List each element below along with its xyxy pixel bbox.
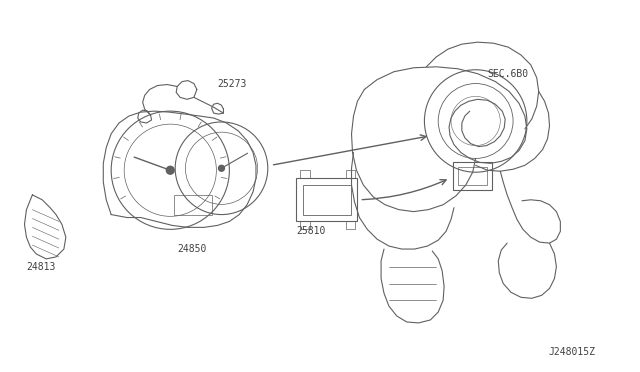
Bar <box>303 185 351 215</box>
Circle shape <box>166 166 174 174</box>
Text: 24813: 24813 <box>26 262 56 272</box>
Bar <box>300 170 310 178</box>
Bar <box>174 195 212 215</box>
Bar <box>300 221 310 230</box>
Circle shape <box>218 165 225 171</box>
Text: SEC.6B0: SEC.6B0 <box>488 69 529 79</box>
Bar <box>346 170 355 178</box>
Text: 25273: 25273 <box>218 78 247 89</box>
Bar <box>453 162 492 190</box>
Text: 24850: 24850 <box>177 244 207 254</box>
Bar <box>346 221 355 230</box>
Bar <box>296 178 357 221</box>
Bar <box>458 167 488 185</box>
Text: J248015Z: J248015Z <box>548 347 596 357</box>
Text: 25810: 25810 <box>296 226 326 236</box>
